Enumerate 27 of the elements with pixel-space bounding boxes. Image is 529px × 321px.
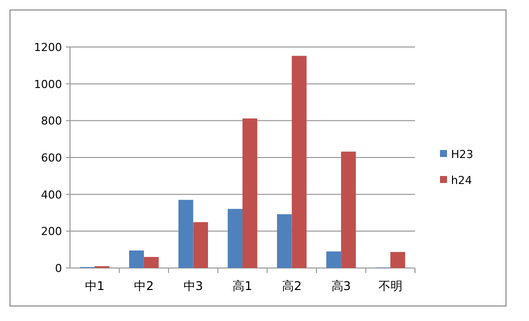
bar (228, 208, 242, 268)
y-tick-label: 0 (55, 262, 62, 275)
y-tick-label: 400 (41, 188, 62, 202)
bar (292, 56, 307, 268)
legend-label: h24 (451, 174, 472, 187)
x-tick-label: 高2 (282, 279, 302, 293)
bar (193, 222, 208, 268)
bar (178, 200, 194, 268)
y-tick-label: 1000 (34, 78, 62, 91)
y-tick-label: 200 (41, 225, 62, 238)
bar (326, 251, 342, 268)
x-tick-label: 中2 (134, 279, 154, 293)
y-tick-label: 1200 (34, 41, 62, 54)
y-tick-label: 800 (41, 114, 62, 128)
y-tick-label: 600 (41, 152, 62, 164)
bar (390, 252, 406, 268)
legend-label: H23 (451, 148, 474, 161)
x-tick-label: 中1 (84, 279, 104, 293)
bar (277, 214, 292, 268)
x-tick-label: 中3 (183, 279, 204, 293)
bar (242, 118, 258, 268)
x-tick-label: 高1 (232, 279, 252, 293)
bar (129, 250, 144, 268)
x-tick-label: 高3 (331, 279, 351, 293)
bar (341, 152, 356, 268)
x-tick-label: 不明 (378, 279, 402, 293)
bar (144, 256, 159, 268)
